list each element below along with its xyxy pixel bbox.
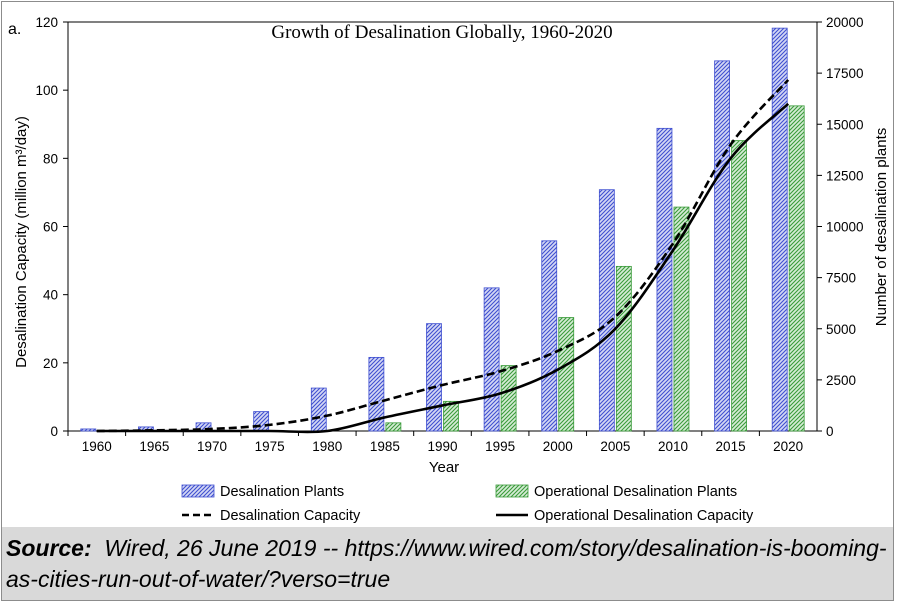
x-tick-label: 2015 [716,439,746,454]
y-left-tick-label: 0 [50,424,58,439]
desalination-chart: a. Growth of Desalination Globally, 1960… [8,15,890,524]
legend-label-operational-plants: Operational Desalination Plants [534,484,737,500]
x-tick-label: 1985 [370,439,400,454]
bar-desalination-plants [368,356,385,432]
y-left-tick-label: 100 [35,83,58,98]
panel-label: a. [8,21,21,38]
y-axis-left-title: Desalination Capacity (million m³/day) [13,116,30,368]
x-tick-label: 1980 [312,439,342,454]
y-right-tick-label: 5000 [826,322,856,337]
bar-desalination-plants [598,189,615,432]
bar-desalination-plants [253,411,270,432]
bar-desalination-plants [80,428,97,432]
bar-operational-plants [615,265,632,432]
y-right-tick-label: 2500 [826,373,856,388]
bar-operational-plants [558,317,575,432]
bar-desalination-plants [771,27,788,432]
plot-area: 0 20 40 60 80 100 120 0 2500 5000 7500 10000 12500 15… [35,15,863,454]
line-operational-capacity [96,102,790,434]
chart-title: Growth of Desalination Globally, 1960-20… [271,22,612,43]
x-tick-label: 2010 [658,439,688,454]
legend: Desalination Plants Operational Desalina… [181,484,754,524]
plot-border [67,21,818,432]
y-right-tick-label: 7500 [826,271,856,286]
bar-desalination-plants [714,60,730,432]
bar-desalination-plants [656,127,673,432]
x-tick-label: 1995 [485,439,515,454]
y-right-tick-label: 10000 [826,220,864,235]
bar-desalination-plants [541,240,558,432]
y-right-tick-label: 15000 [826,117,864,132]
x-tick-label: 1965 [139,439,169,454]
bar-operational-plants [500,365,517,432]
bar-desalination-plants [483,287,500,432]
chart-area: a. Growth of Desalination Globally, 1960… [2,2,895,527]
bar-operational-plants [673,206,690,432]
y-right-tick-label: 20000 [826,15,864,30]
x-tick-label: 1990 [427,439,457,454]
legend-swatch-operational-plants [495,484,529,498]
x-tick-label: 2020 [773,439,803,454]
bar-operational-plants [385,422,402,432]
y-left-tick-label: 80 [43,151,58,166]
legend-label-operational-capacity: Operational Desalination Capacity [534,508,754,524]
y-left-tick-label: 20 [43,356,58,371]
source-text: Wired, 26 June 2019 -- https://www.wired… [6,535,887,592]
bar-desalination-plants [310,387,327,432]
y-right-tick-label: 0 [826,424,834,439]
y-left-tick-label: 40 [43,288,58,303]
x-tick-label: 1975 [255,439,285,454]
y-right-tick-label: 12500 [826,168,864,183]
y-right-tick-label: 17500 [826,66,864,81]
x-tick-label: 1960 [82,439,112,454]
x-tick-label: 2000 [543,439,573,454]
legend-label-plants: Desalination Plants [220,484,344,500]
y-left-tick-label: 120 [35,15,58,30]
x-axis-title: Year [429,459,459,476]
bar-operational-plants [731,140,747,432]
y-axis-right-title: Number of desalination plants [873,128,890,326]
x-tick-label: 1970 [197,439,227,454]
x-tick-label: 2005 [600,439,630,454]
bar-operational-plants [788,105,805,432]
legend-label-capacity: Desalination Capacity [220,508,361,524]
source-caption: Source: Wired, 26 June 2019 -- https://w… [2,527,893,600]
line-desalination-capacity [96,79,790,433]
legend-swatch-plants [181,484,215,498]
source-label: Source: [6,535,105,561]
bar-operational-plants [443,400,459,432]
y-left-tick-label: 60 [43,220,58,235]
bar-desalination-plants [426,323,442,432]
